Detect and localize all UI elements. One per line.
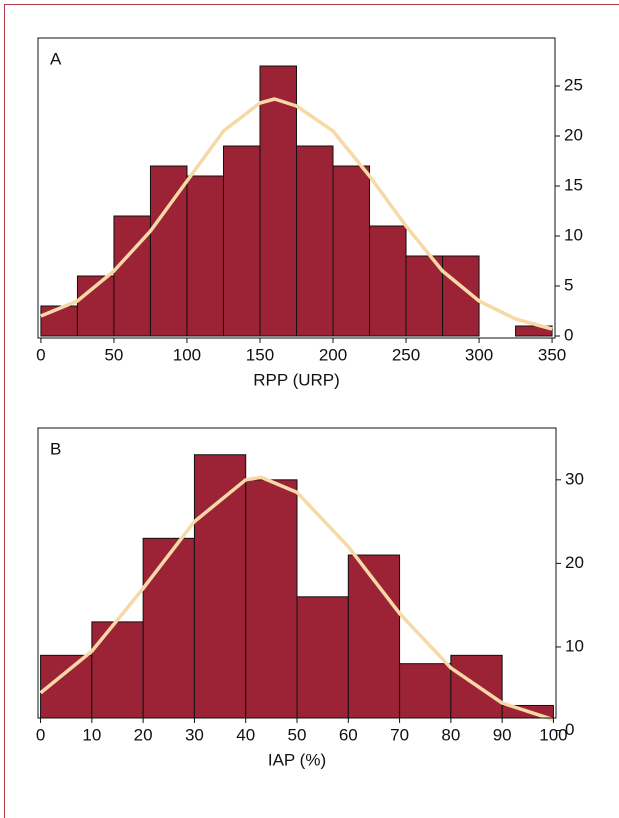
- y-tick-label: 20: [564, 125, 583, 144]
- bar: [259, 65, 298, 337]
- bar: [245, 479, 298, 719]
- bar: [91, 621, 144, 719]
- y-tick-label: 10: [565, 636, 584, 655]
- x-tick-label: 50: [288, 725, 307, 744]
- bar: [186, 175, 224, 337]
- bar: [296, 596, 349, 719]
- x-tick-label: 150: [246, 345, 274, 364]
- bar: [296, 145, 334, 337]
- x-tick-label: 60: [339, 725, 358, 744]
- x-tick-label: 100: [173, 345, 201, 364]
- x-tick-label: 10: [82, 725, 101, 744]
- x-tick-label: 300: [465, 345, 493, 364]
- bar: [405, 255, 444, 337]
- x-tick-label: 350: [538, 345, 566, 364]
- bar: [113, 215, 151, 337]
- figure-frame: [4, 4, 619, 818]
- y-tick-label: 15: [564, 175, 583, 194]
- fit-curve: [40, 97, 553, 331]
- x-axis-label: IAP (%): [268, 750, 326, 769]
- y-tick-label: 10: [564, 225, 583, 244]
- y-tick-label: 25: [564, 75, 583, 94]
- x-tick-label: 70: [390, 725, 409, 744]
- x-tick-label: 90: [493, 725, 512, 744]
- y-tick-label: 30: [565, 469, 584, 488]
- x-tick-label: 50: [104, 345, 123, 364]
- bar: [193, 454, 247, 719]
- panel-label: A: [50, 49, 62, 68]
- x-tick-label: 0: [36, 345, 45, 364]
- x-tick-label: 200: [319, 345, 347, 364]
- x-tick-label: 40: [236, 725, 255, 744]
- fit-curve: [39, 475, 554, 722]
- bar: [369, 225, 407, 337]
- bar: [515, 325, 553, 337]
- y-tick-label: 0: [565, 720, 574, 739]
- y-tick-label: 0: [564, 325, 573, 344]
- bar: [332, 165, 371, 337]
- bar: [222, 145, 261, 337]
- panel-label: B: [50, 439, 61, 458]
- x-tick-label: 0: [36, 725, 45, 744]
- bar: [142, 537, 195, 719]
- x-tick-label: 80: [441, 725, 460, 744]
- bar: [40, 305, 78, 337]
- y-tick-label: 20: [565, 553, 584, 572]
- plot-frame: [37, 37, 556, 339]
- x-tick-label: 30: [185, 725, 204, 744]
- x-tick-label: 100: [539, 725, 567, 744]
- bar: [149, 165, 188, 337]
- x-axis-label: RPP (URP): [253, 370, 340, 389]
- bar: [399, 663, 452, 719]
- y-tick-label: 5: [564, 275, 573, 294]
- x-tick-label: 250: [392, 345, 420, 364]
- x-tick-label: 20: [134, 725, 153, 744]
